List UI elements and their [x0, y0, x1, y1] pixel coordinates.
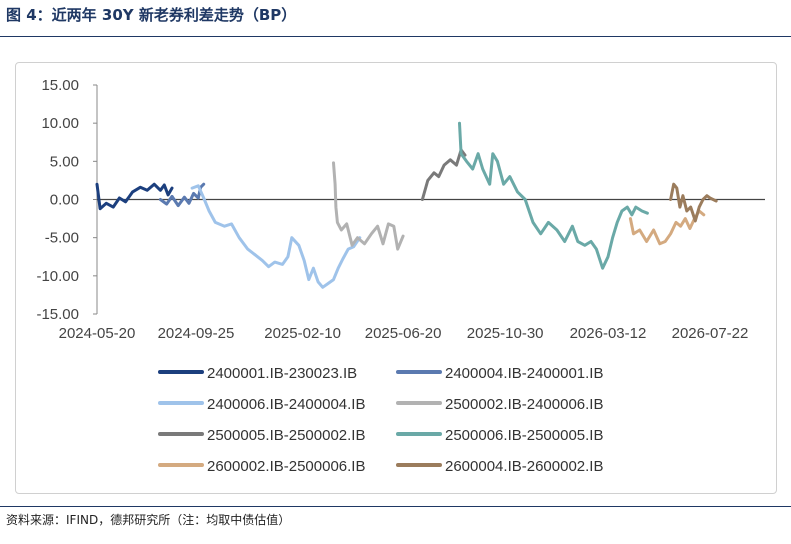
- axes-layer: 15.00 10.00 5.00 0.00 -5.00 -10.00 -15.00 2024-…: [36, 77, 765, 342]
- x-tick-label: 2025-10-30: [467, 325, 544, 342]
- x-tick-label: 2026-07-22: [672, 325, 749, 342]
- x-tick-label: 2024-05-20: [59, 325, 136, 342]
- legend-label-8: 2600004.IB-2600002.IB: [445, 458, 603, 475]
- legend-label-5: 2500005.IB-2500002.IB: [207, 427, 365, 444]
- series-layer: [95, 121, 718, 289]
- y-tick-label: 15.00: [41, 77, 79, 94]
- x-tick-label: 2025-06-20: [365, 325, 442, 342]
- x-tick-label: 2024-09-25: [158, 325, 235, 342]
- y-tick-label: -5.00: [45, 230, 79, 247]
- series-line-8: [669, 182, 718, 223]
- source-divider: [0, 506, 791, 507]
- series-line-6: [458, 121, 649, 270]
- series-line-3: [190, 184, 362, 289]
- y-tick-label: 5.00: [50, 153, 79, 170]
- y-tick-label: -10.00: [36, 268, 79, 285]
- legend-label-4: 2500002.IB-2400006.IB: [445, 396, 603, 413]
- source-note: 资料来源：IFIND，德邦研究所（注：均取中债估值）: [6, 513, 291, 527]
- legend-label-6: 2500006.IB-2500005.IB: [445, 427, 603, 444]
- x-tick-label: 2025-02-10: [264, 325, 341, 342]
- series-line-2: [158, 182, 206, 208]
- legend-layer: 2400001.IB-230023.IB 2400004.IB-2400001.I…: [158, 365, 603, 475]
- y-tick-label: 0.00: [50, 192, 79, 209]
- legend-label-7: 2600002.IB-2500006.IB: [207, 458, 365, 475]
- figure-title: 图 4：近两年 30Y 新老券利差走势（BP）: [6, 6, 297, 24]
- x-tick-label: 2026-03-12: [570, 325, 647, 342]
- series-line-4: [332, 161, 405, 251]
- y-tick-label: -15.00: [36, 306, 79, 323]
- title-divider: [0, 36, 791, 37]
- series-line-5: [420, 148, 467, 201]
- chart-frame: [15, 62, 777, 494]
- y-tick-label: 10.00: [41, 115, 79, 132]
- series-line-1: [95, 182, 174, 211]
- legend-label-3: 2400006.IB-2400004.IB: [207, 396, 365, 413]
- series-line-7: [628, 209, 706, 246]
- legend-label-2: 2400004.IB-2400001.IB: [445, 365, 603, 382]
- legend-label-1: 2400001.IB-230023.IB: [207, 365, 357, 382]
